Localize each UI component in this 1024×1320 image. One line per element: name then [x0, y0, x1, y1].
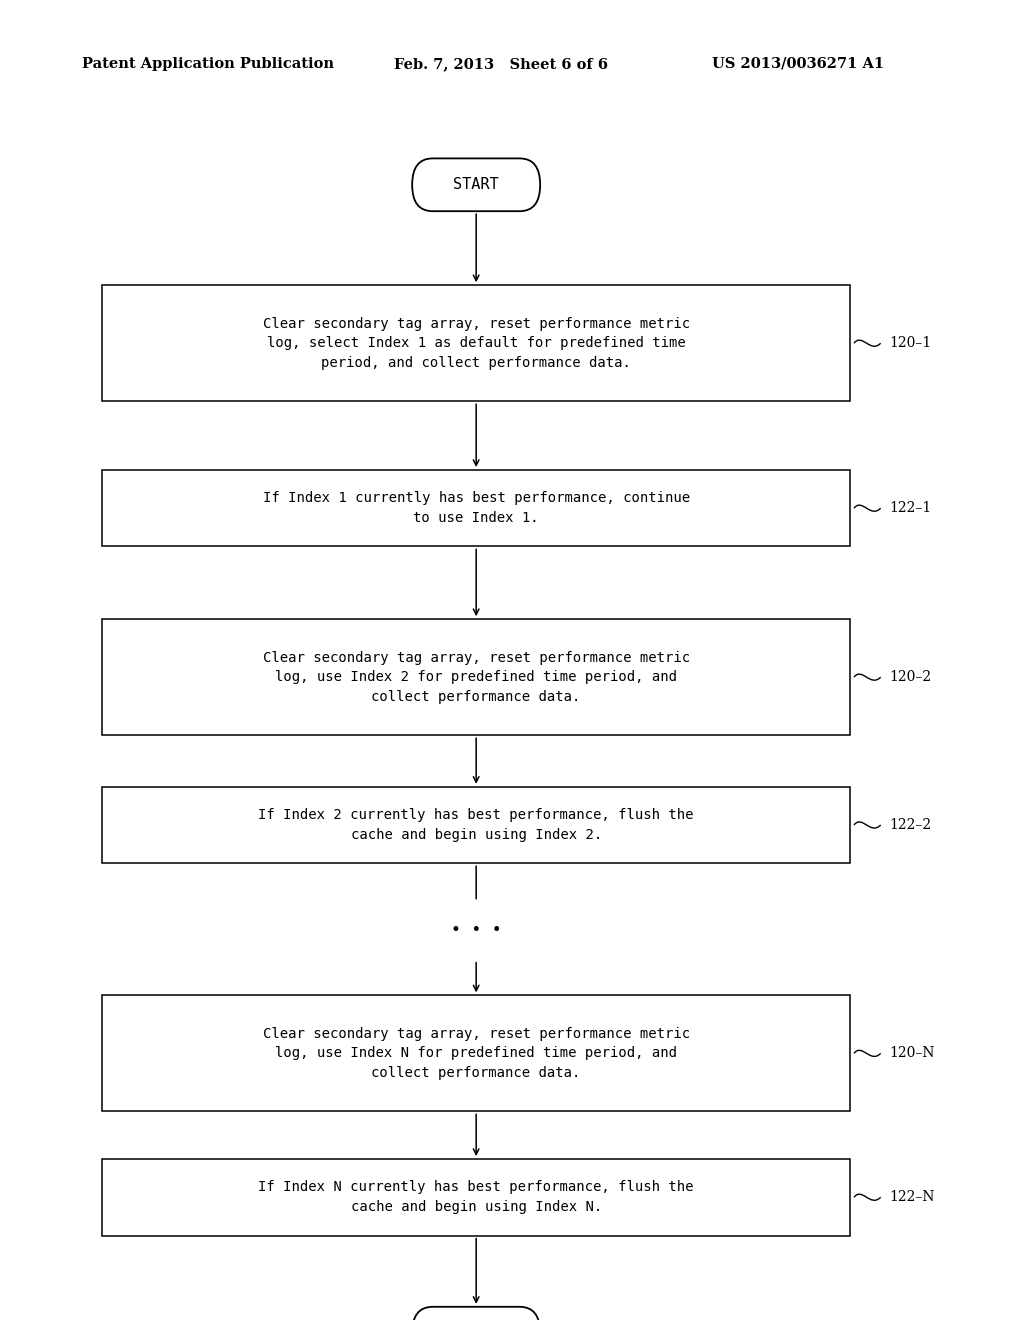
- Text: Clear secondary tag array, reset performance metric
log, use Index N for predefi: Clear secondary tag array, reset perform…: [262, 1027, 690, 1080]
- Text: 122–N: 122–N: [889, 1191, 934, 1204]
- Text: 122–2: 122–2: [889, 818, 931, 832]
- Text: US 2013/0036271 A1: US 2013/0036271 A1: [712, 57, 884, 71]
- Text: Patent Application Publication: Patent Application Publication: [82, 57, 334, 71]
- Text: If Index 2 currently has best performance, flush the
cache and begin using Index: If Index 2 currently has best performanc…: [258, 808, 694, 842]
- Text: 120–2: 120–2: [889, 671, 931, 684]
- FancyBboxPatch shape: [412, 158, 541, 211]
- Text: 120–1: 120–1: [889, 337, 931, 350]
- Text: START: START: [454, 177, 499, 193]
- Text: If Index N currently has best performance, flush the
cache and begin using Index: If Index N currently has best performanc…: [258, 1180, 694, 1214]
- Text: Feb. 7, 2013   Sheet 6 of 6: Feb. 7, 2013 Sheet 6 of 6: [394, 57, 608, 71]
- FancyBboxPatch shape: [102, 995, 850, 1111]
- FancyBboxPatch shape: [102, 470, 850, 546]
- Text: 120–N: 120–N: [889, 1047, 934, 1060]
- Text: 122–1: 122–1: [889, 502, 931, 515]
- Text: •  •  •: • • •: [451, 923, 502, 939]
- Text: Clear secondary tag array, reset performance metric
log, select Index 1 as defau: Clear secondary tag array, reset perform…: [262, 317, 690, 370]
- FancyBboxPatch shape: [102, 1159, 850, 1236]
- Text: Clear secondary tag array, reset performance metric
log, use Index 2 for predefi: Clear secondary tag array, reset perform…: [262, 651, 690, 704]
- FancyBboxPatch shape: [102, 787, 850, 863]
- FancyBboxPatch shape: [412, 1307, 541, 1320]
- FancyBboxPatch shape: [102, 619, 850, 735]
- FancyBboxPatch shape: [102, 285, 850, 401]
- Text: If Index 1 currently has best performance, continue
to use Index 1.: If Index 1 currently has best performanc…: [262, 491, 690, 525]
